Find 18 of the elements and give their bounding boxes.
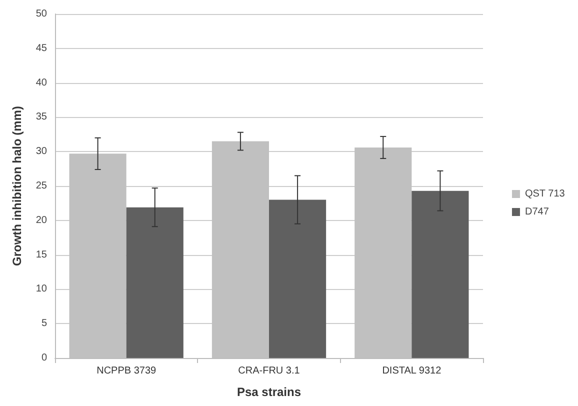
y-tick-label: 45 [36,42,48,54]
y-tick-label: 20 [36,214,48,226]
y-tick-label: 15 [36,249,48,260]
x-tick-label: CRA-FRU 3.1 [238,366,300,376]
x-axis-title: Psa strains [236,385,302,399]
legend-label: D747 [524,206,550,218]
y-tick-label: 50 [36,8,48,20]
y-tick-label: 35 [36,112,48,123]
y-tick-label: 10 [36,284,48,295]
y-tick-label: 30 [36,146,48,158]
x-tick-label: DISTAL 9312 [382,366,442,376]
y-tick-label: 25 [36,180,48,192]
x-tick-label: NCPPB 3739 [96,366,157,376]
y-axis-title: Growth inhibition halo (mm) [10,106,24,266]
legend-label: QST 713 [524,188,566,200]
y-tick-label: 5 [41,318,48,330]
y-tick-label: 40 [36,77,48,88]
y-tick-label: 0 [41,352,48,364]
